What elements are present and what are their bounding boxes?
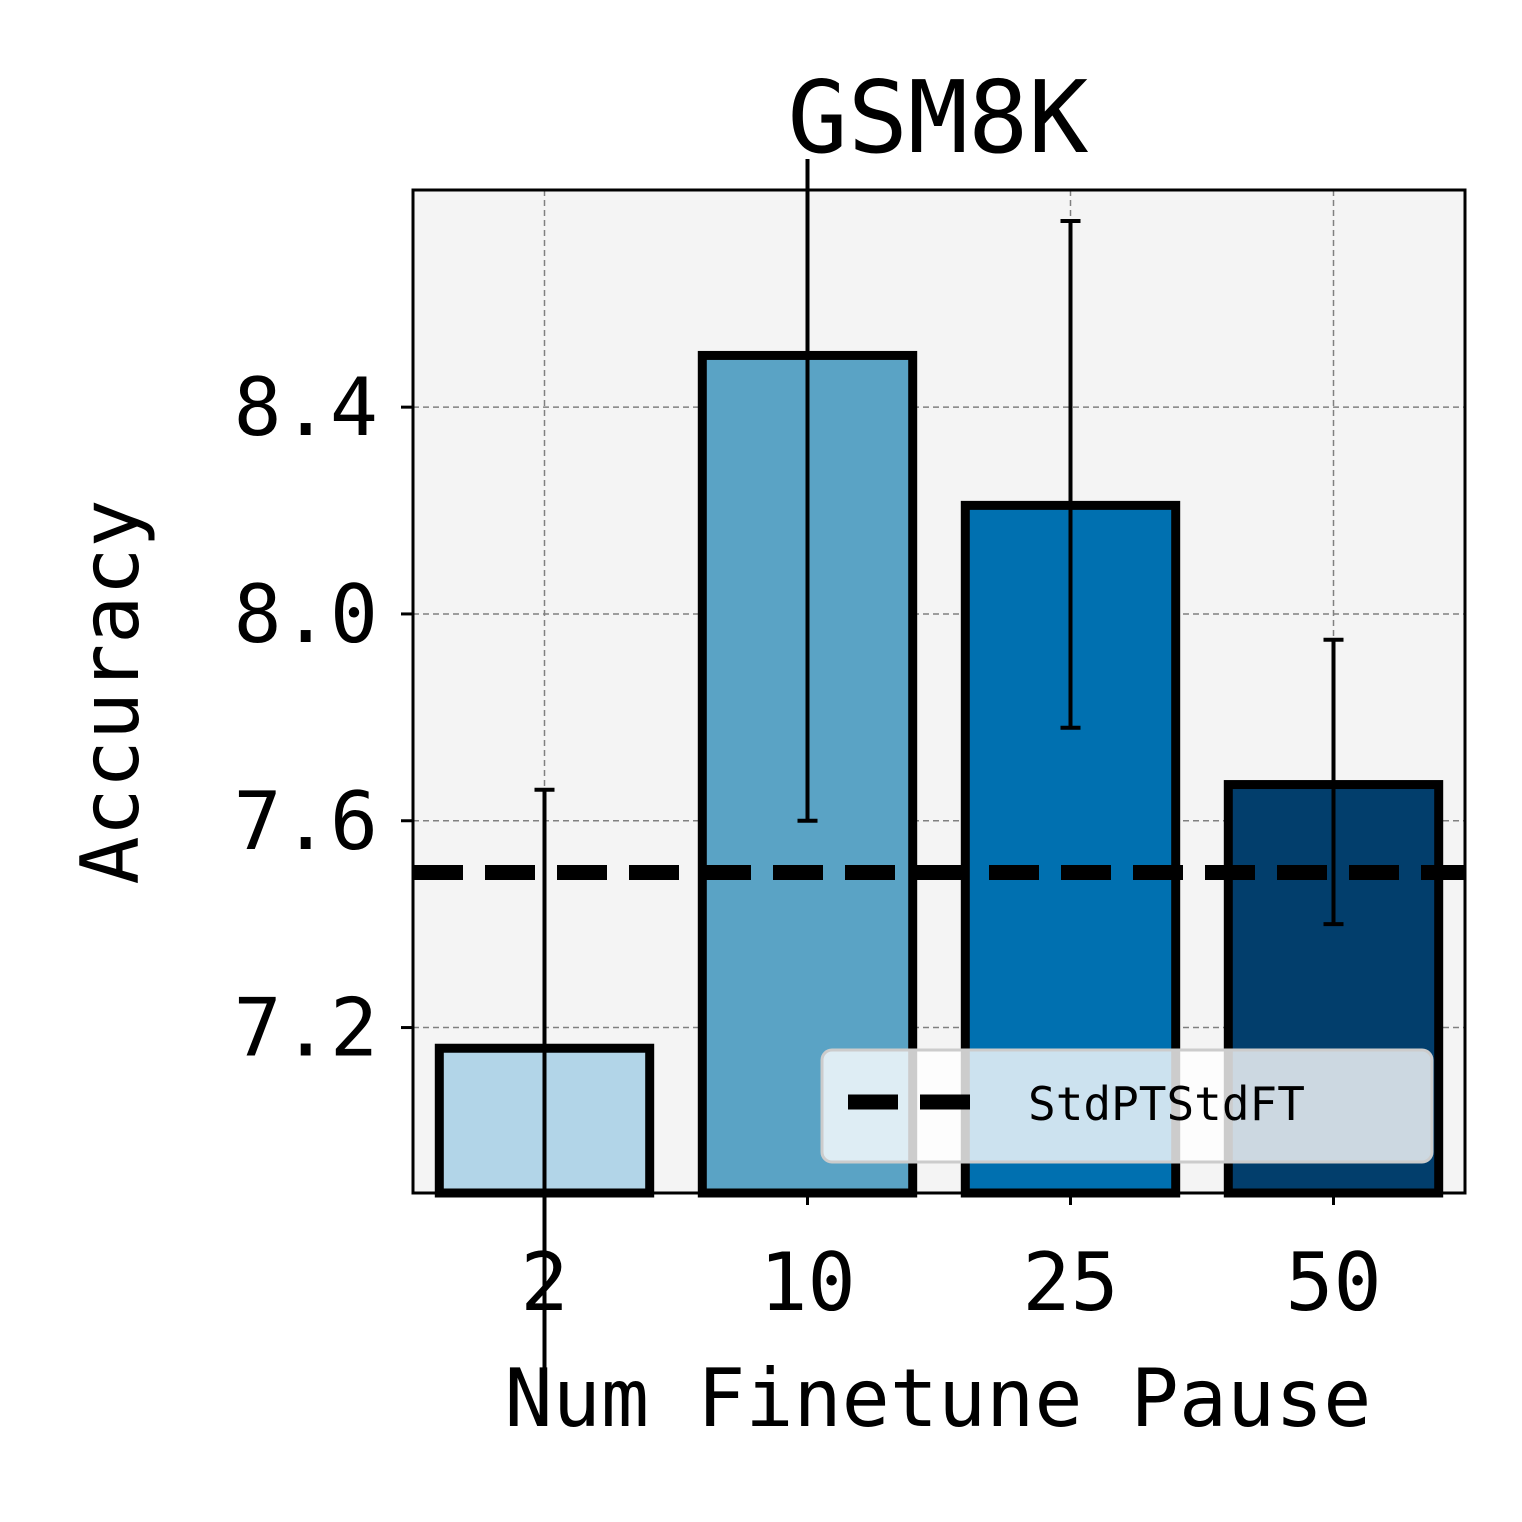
y-axis-label: Accuracy (64, 499, 157, 884)
x-tick-label: 50 (1285, 1236, 1381, 1329)
y-tick-label: 7.6 (234, 775, 379, 868)
x-axis-label: Num Finetune Pause (505, 1352, 1372, 1445)
y-tick-label: 7.2 (234, 982, 379, 1075)
legend: StdPTStdFT (820, 1048, 1434, 1164)
y-axis: 7.2 7.6 8.0 8.4 (234, 361, 413, 1075)
x-tick-label: 10 (759, 1236, 855, 1329)
legend-box (820, 1048, 1434, 1164)
x-tick-label: 2 (520, 1236, 568, 1329)
y-tick-label: 8.0 (234, 568, 379, 661)
y-tick-label: 8.4 (234, 361, 379, 454)
plot-frame (411, 188, 1467, 1195)
x-axis: 2 10 25 50 (520, 1193, 1382, 1329)
error-bars-group (534, 158, 1344, 1390)
legend-label: StdPTStdFT (1028, 1077, 1305, 1131)
chart-title: GSM8K (787, 59, 1088, 176)
x-tick-label: 25 (1022, 1236, 1118, 1329)
